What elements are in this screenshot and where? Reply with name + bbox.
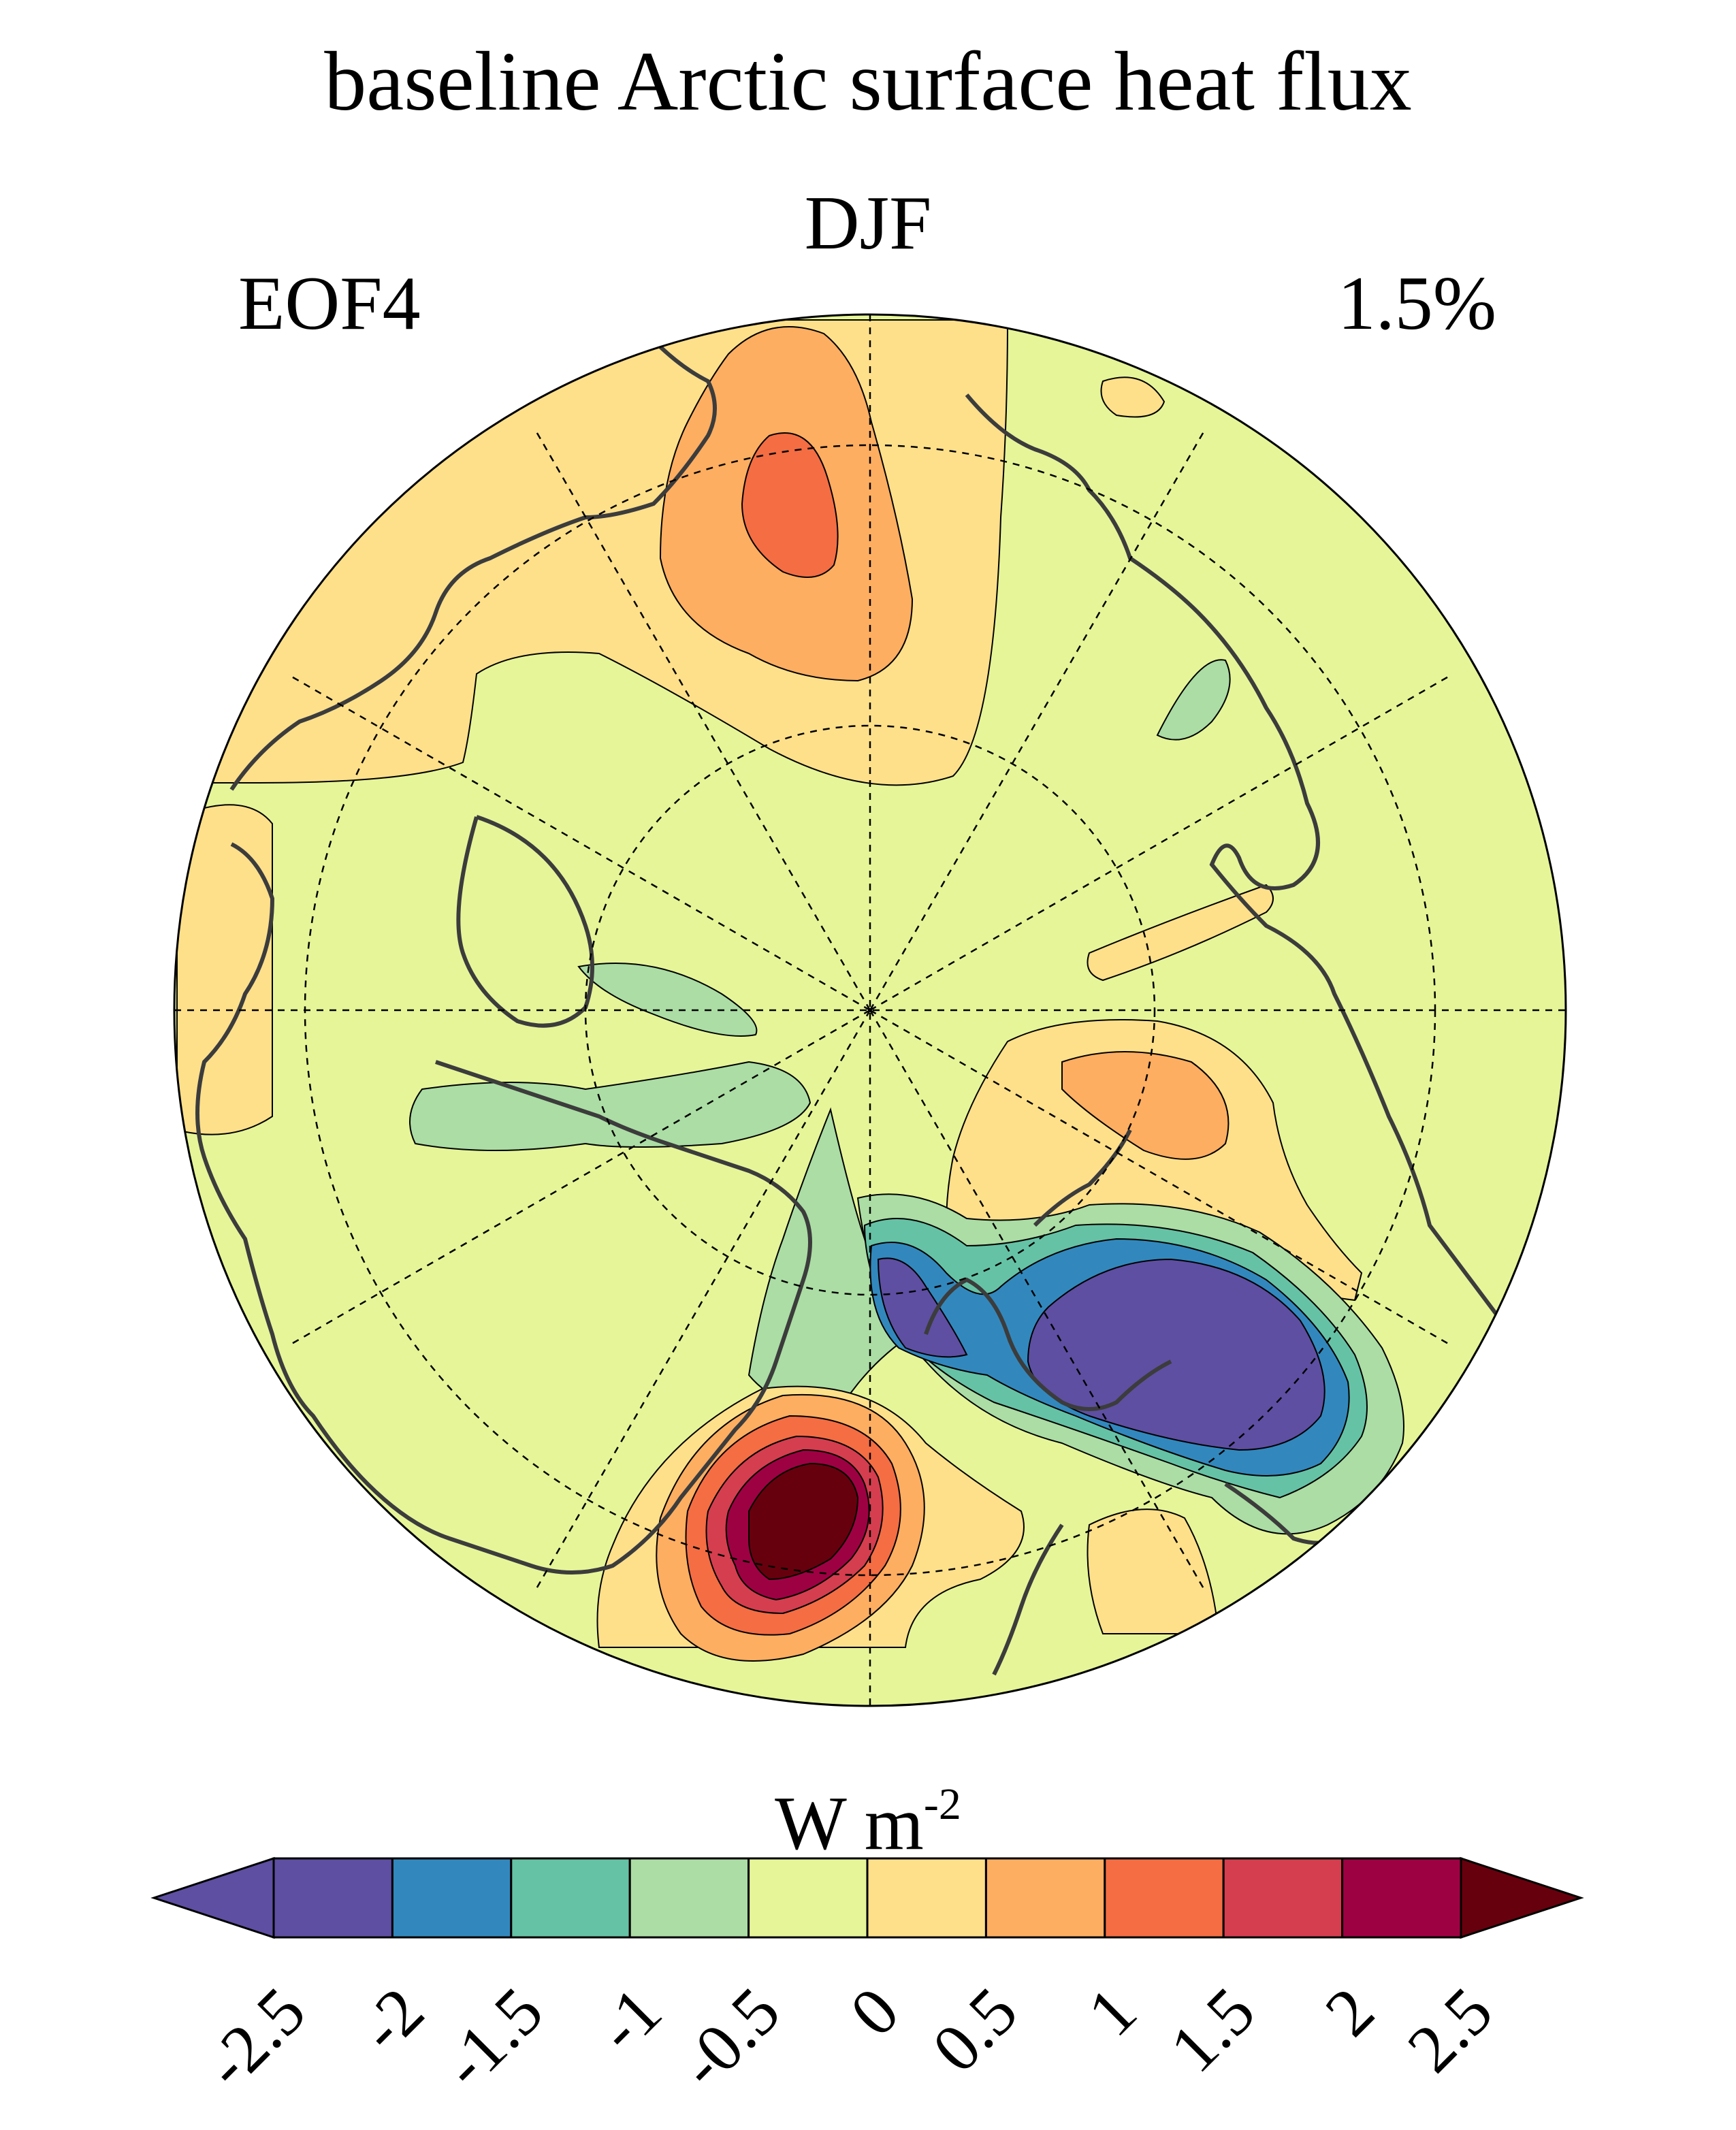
graticule [174,314,1566,1706]
flux-region [741,432,839,578]
colorbar-swatch [1341,1857,1462,1939]
colorbar-swatch [272,1857,393,1939]
colorbar-swatch [628,1857,750,1939]
flux-region [1087,1508,1220,1634]
flux-region [1100,376,1166,418]
eof-mode-label: EOF4 [238,261,421,346]
map-field [174,314,1566,1706]
colorbar-extend-low [150,1856,275,1939]
flux-region [1156,659,1231,741]
coastlines [195,338,1513,1676]
colorbar-swatch [510,1857,631,1939]
flux-region [409,1061,811,1151]
units-base: W m [775,1781,924,1866]
flux-region [877,1257,968,1358]
explained-variance-label: 1.5% [1337,261,1496,346]
map-title: baseline Arctic surface heat flux [324,35,1412,128]
colorbar [150,1856,1584,1939]
flux-region [1087,884,1274,982]
colorbar-units: W m-2 [0,1782,1736,1862]
colorbar-swatch [866,1857,987,1939]
flux-region [176,804,273,1135]
flux-region [748,1462,859,1581]
colorbar-swatch [391,1857,513,1939]
units-exponent: -2 [923,1779,961,1829]
colorbar-swatch [1104,1857,1225,1939]
flux-region [577,963,758,1037]
season-label: DJF [804,181,932,265]
map-boundary [173,313,1567,1707]
flux-region [1061,1051,1229,1160]
colorbar-swatch [984,1857,1106,1939]
colorbar-extend-high [1460,1856,1584,1939]
colorbar-swatch [748,1857,869,1939]
colorbar-swatch [1222,1857,1344,1939]
